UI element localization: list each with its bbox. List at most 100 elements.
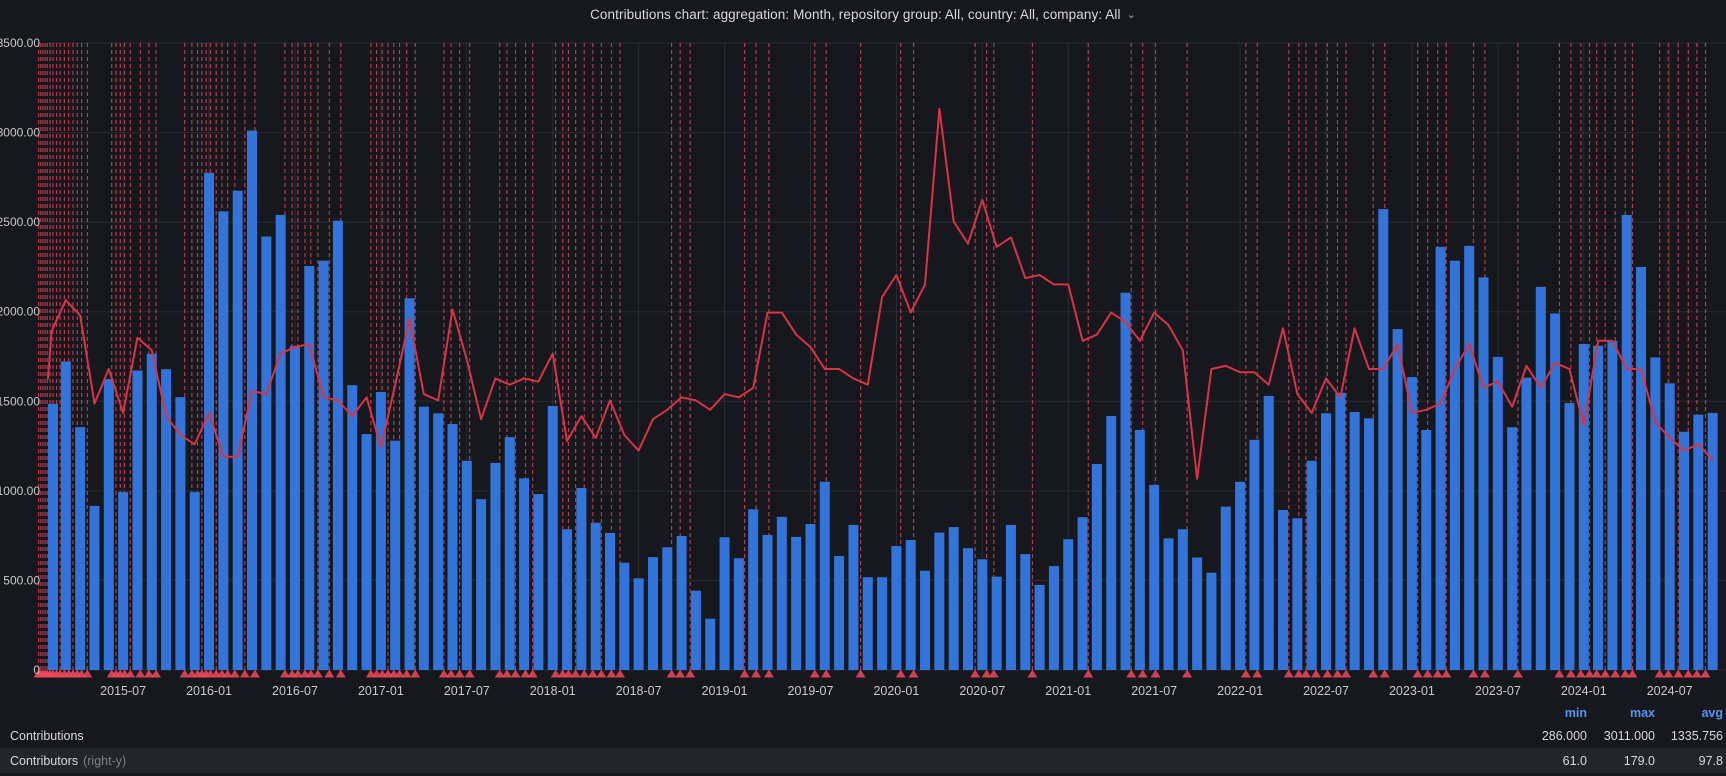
contribution-bar[interactable] [89,505,100,670]
contribution-bar[interactable] [1192,557,1203,670]
annotation-marker-icon[interactable] [143,669,154,678]
annotation-marker-icon[interactable] [438,669,449,678]
contribution-bar[interactable] [619,562,630,670]
contribution-bar[interactable] [60,361,71,670]
contribution-bar[interactable] [275,214,286,670]
annotation-marker-icon[interactable] [1182,669,1193,678]
contribution-bar[interactable] [848,524,859,670]
contribution-bar[interactable] [519,478,530,670]
contribution-bar[interactable] [1149,484,1160,670]
contribution-bar[interactable] [1278,510,1289,670]
contribution-bar[interactable] [1220,506,1231,670]
annotation-marker-icon[interactable] [501,669,512,678]
annotation-marker-icon[interactable] [1441,669,1452,678]
contribution-bar[interactable] [977,559,988,670]
annotation-marker-icon[interactable] [1150,669,1161,678]
contribution-bar[interactable] [1163,538,1174,670]
contribution-bar[interactable] [733,558,744,670]
annotation-marker-icon[interactable] [292,669,303,678]
annotation-marker-icon[interactable] [606,669,617,678]
annotation-marker-icon[interactable] [821,669,832,678]
annotation-marker-icon[interactable] [1591,669,1602,678]
contribution-bar[interactable] [1492,356,1503,670]
annotation-marker-icon[interactable] [510,669,521,678]
contribution-bar[interactable] [1607,340,1618,670]
contribution-bar[interactable] [1005,524,1016,670]
contribution-bar[interactable] [289,345,300,670]
contribution-bar[interactable] [103,379,114,670]
annotation-marker-icon[interactable] [1137,669,1148,678]
annotation-marker-icon[interactable] [394,669,405,678]
annotation-marker-icon[interactable] [1479,669,1490,678]
contribution-bar[interactable] [1392,329,1403,670]
annotation-marker-icon[interactable] [1252,669,1263,678]
annotation-marker-icon[interactable] [1512,669,1523,678]
contribution-bar[interactable] [361,434,372,670]
contribution-bar[interactable] [690,590,701,670]
annotation-marker-icon[interactable] [970,669,981,678]
contribution-bar[interactable] [547,405,558,670]
contribution-bar[interactable] [1235,481,1246,670]
annotation-marker-icon[interactable] [1468,669,1479,678]
contribution-bar[interactable] [1120,292,1131,670]
contribution-bar[interactable] [791,536,802,670]
contribution-bar[interactable] [261,236,272,670]
annotation-marker-icon[interactable] [1027,669,1038,678]
annotation-marker-icon[interactable] [1627,669,1638,678]
contribution-bar[interactable] [1664,383,1675,670]
annotation-marker-icon[interactable] [1293,669,1304,678]
annotation-marker-icon[interactable] [494,669,505,678]
annotation-marker-icon[interactable] [82,669,93,678]
contribution-bar[interactable] [834,556,845,670]
contribution-bar[interactable] [132,370,143,670]
annotation-marker-icon[interactable] [1663,669,1674,678]
annotation-marker-icon[interactable] [1083,669,1094,678]
annotation-marker-icon[interactable] [1341,669,1352,678]
annotation-marker-icon[interactable] [1283,669,1294,678]
annotation-marker-icon[interactable] [222,669,233,678]
annotation-marker-icon[interactable] [1379,669,1390,678]
annotation-marker-icon[interactable] [305,669,316,678]
contribution-bar[interactable] [862,577,873,670]
annotation-marker-icon[interactable] [1673,669,1684,678]
annotation-marker-icon[interactable] [1300,669,1311,678]
annotation-marker-icon[interactable] [324,669,335,678]
annotation-marker-icon[interactable] [239,669,250,678]
contribution-bar[interactable] [1077,517,1088,670]
contribution-bar[interactable] [948,527,959,670]
annotation-marker-icon[interactable] [401,669,412,678]
contribution-bar[interactable] [562,529,573,670]
contribution-bar[interactable] [662,547,673,670]
annotation-marker-icon[interactable] [1432,669,1443,678]
annotation-marker-icon[interactable] [596,669,607,678]
annotation-marker-icon[interactable] [335,669,346,678]
annotation-marker-icon[interactable] [570,669,581,678]
annotation-marker-icon[interactable] [1422,669,1433,678]
contribution-bar[interactable] [647,557,658,670]
contribution-bar[interactable] [1679,431,1689,670]
contribution-bar[interactable] [1449,260,1460,670]
annotation-marker-icon[interactable] [179,669,190,678]
contribution-bar[interactable] [418,406,429,670]
annotation-marker-icon[interactable] [751,669,762,678]
annotation-marker-icon[interactable] [1584,669,1595,678]
annotation-marker-icon[interactable] [587,669,598,678]
contribution-bar[interactable] [490,462,501,670]
annotation-marker-icon[interactable] [1240,669,1251,678]
annotation-marker-icon[interactable] [895,669,906,678]
contribution-bar[interactable] [146,353,157,670]
contribution-bar[interactable] [232,190,243,671]
contribution-bar[interactable] [1034,584,1045,670]
contribution-bar[interactable] [1306,460,1317,670]
annotation-marker-icon[interactable] [908,669,919,678]
contribution-bar[interactable] [934,532,945,670]
contribution-bar[interactable] [218,211,229,670]
annotation-marker-icon[interactable] [1610,669,1621,678]
contribution-bar[interactable] [819,481,830,670]
contribution-bar[interactable] [576,487,587,670]
contribution-bar[interactable] [1378,209,1389,670]
annotation-marker-icon[interactable] [1412,669,1423,678]
panel-title[interactable]: Contributions chart: aggregation: Month,… [590,7,1136,22]
annotation-marker-icon[interactable] [1322,669,1333,678]
contribution-bar[interactable] [963,548,973,670]
